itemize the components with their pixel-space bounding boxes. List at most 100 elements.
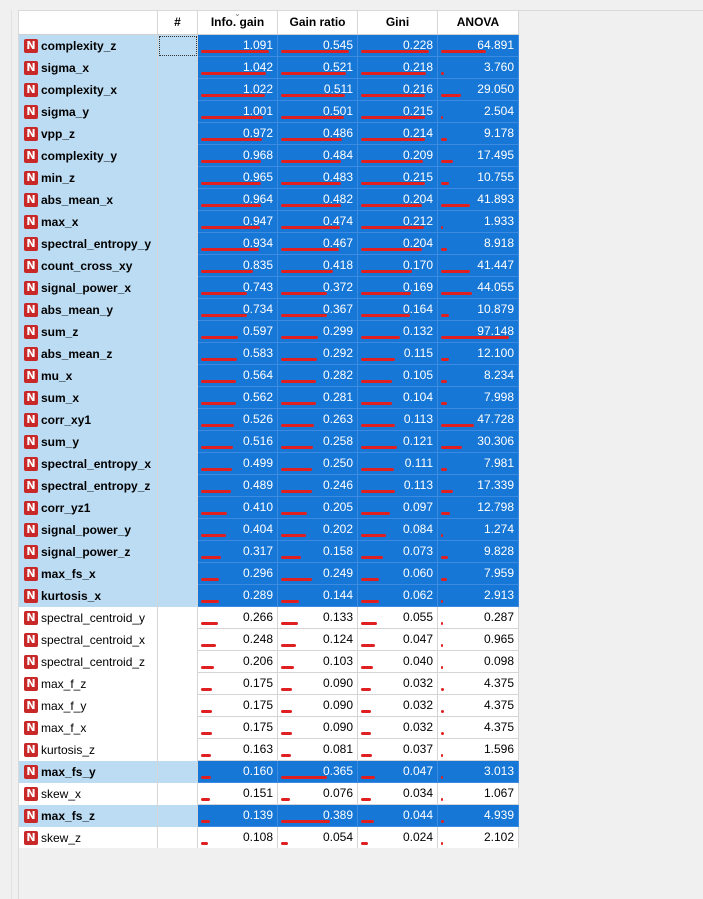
gain-ratio-cell[interactable]: 0.418 — [278, 255, 358, 277]
gini-cell[interactable]: 0.032 — [358, 717, 438, 739]
gini-cell[interactable]: 0.034 — [358, 783, 438, 805]
gini-cell[interactable]: 0.084 — [358, 519, 438, 541]
anova-cell[interactable]: 9.178 — [438, 123, 519, 145]
info-gain-cell[interactable]: 0.562 — [198, 387, 278, 409]
gini-cell[interactable]: 0.164 — [358, 299, 438, 321]
gini-cell[interactable]: 0.104 — [358, 387, 438, 409]
gain-ratio-cell[interactable]: 0.076 — [278, 783, 358, 805]
gain-ratio-cell[interactable]: 0.090 — [278, 673, 358, 695]
info-gain-cell[interactable]: 0.583 — [198, 343, 278, 365]
gini-cell[interactable]: 0.214 — [358, 123, 438, 145]
gain-ratio-cell[interactable]: 0.090 — [278, 695, 358, 717]
rank-cell[interactable] — [158, 255, 198, 277]
gain-ratio-cell[interactable]: 0.250 — [278, 453, 358, 475]
info-gain-cell[interactable]: 0.317 — [198, 541, 278, 563]
rank-cell[interactable] — [158, 211, 198, 233]
anova-cell[interactable]: 4.375 — [438, 673, 519, 695]
gain-ratio-cell[interactable]: 0.484 — [278, 145, 358, 167]
rank-cell[interactable] — [158, 519, 198, 541]
anova-cell[interactable]: 2.913 — [438, 585, 519, 607]
anova-cell[interactable]: 7.981 — [438, 453, 519, 475]
anova-cell[interactable]: 3.760 — [438, 57, 519, 79]
gain-ratio-cell[interactable]: 0.299 — [278, 321, 358, 343]
rank-cell[interactable] — [158, 233, 198, 255]
rank-cell[interactable] — [158, 651, 198, 673]
rank-cell[interactable] — [158, 739, 198, 761]
info-gain-cell[interactable]: 0.410 — [198, 497, 278, 519]
rank-cell[interactable] — [158, 783, 198, 805]
anova-cell[interactable]: 41.447 — [438, 255, 519, 277]
anova-cell[interactable]: 17.495 — [438, 145, 519, 167]
anova-cell[interactable]: 29.050 — [438, 79, 519, 101]
info-gain-cell[interactable]: 0.206 — [198, 651, 278, 673]
gini-cell[interactable]: 0.204 — [358, 189, 438, 211]
gain-ratio-cell[interactable]: 0.054 — [278, 827, 358, 849]
rank-cell[interactable] — [158, 431, 198, 453]
gain-ratio-cell[interactable]: 0.483 — [278, 167, 358, 189]
anova-cell[interactable]: 2.102 — [438, 827, 519, 849]
rank-cell[interactable] — [158, 189, 198, 211]
gain-ratio-cell[interactable]: 0.545 — [278, 35, 358, 57]
info-gain-cell[interactable]: 0.489 — [198, 475, 278, 497]
header-info-gain[interactable]: Info. gain — [198, 11, 278, 34]
rank-cell[interactable] — [158, 409, 198, 431]
anova-cell[interactable]: 4.375 — [438, 695, 519, 717]
gain-ratio-cell[interactable]: 0.263 — [278, 409, 358, 431]
gini-cell[interactable]: 0.062 — [358, 585, 438, 607]
info-gain-cell[interactable]: 1.001 — [198, 101, 278, 123]
info-gain-cell[interactable]: 0.964 — [198, 189, 278, 211]
rank-cell[interactable] — [158, 585, 198, 607]
rank-cell[interactable] — [158, 79, 198, 101]
anova-cell[interactable]: 4.939 — [438, 805, 519, 827]
gini-cell[interactable]: 0.216 — [358, 79, 438, 101]
gain-ratio-cell[interactable]: 0.103 — [278, 651, 358, 673]
anova-cell[interactable]: 97.148 — [438, 321, 519, 343]
rank-cell[interactable] — [158, 475, 198, 497]
info-gain-cell[interactable]: 0.266 — [198, 607, 278, 629]
info-gain-cell[interactable]: 0.175 — [198, 717, 278, 739]
anova-cell[interactable]: 1.274 — [438, 519, 519, 541]
gini-cell[interactable]: 0.215 — [358, 167, 438, 189]
gini-cell[interactable]: 0.113 — [358, 475, 438, 497]
info-gain-cell[interactable]: 0.151 — [198, 783, 278, 805]
anova-cell[interactable]: 64.891 — [438, 35, 519, 57]
anova-cell[interactable]: 3.013 — [438, 761, 519, 783]
gini-cell[interactable]: 0.024 — [358, 827, 438, 849]
anova-cell[interactable]: 0.287 — [438, 607, 519, 629]
anova-cell[interactable]: 7.998 — [438, 387, 519, 409]
gain-ratio-cell[interactable]: 0.081 — [278, 739, 358, 761]
gini-cell[interactable]: 0.060 — [358, 563, 438, 585]
gain-ratio-cell[interactable]: 0.467 — [278, 233, 358, 255]
rank-cell[interactable] — [158, 695, 198, 717]
gini-cell[interactable]: 0.209 — [358, 145, 438, 167]
gain-ratio-cell[interactable]: 0.474 — [278, 211, 358, 233]
gini-cell[interactable]: 0.115 — [358, 343, 438, 365]
rank-cell[interactable] — [158, 123, 198, 145]
gini-cell[interactable]: 0.111 — [358, 453, 438, 475]
